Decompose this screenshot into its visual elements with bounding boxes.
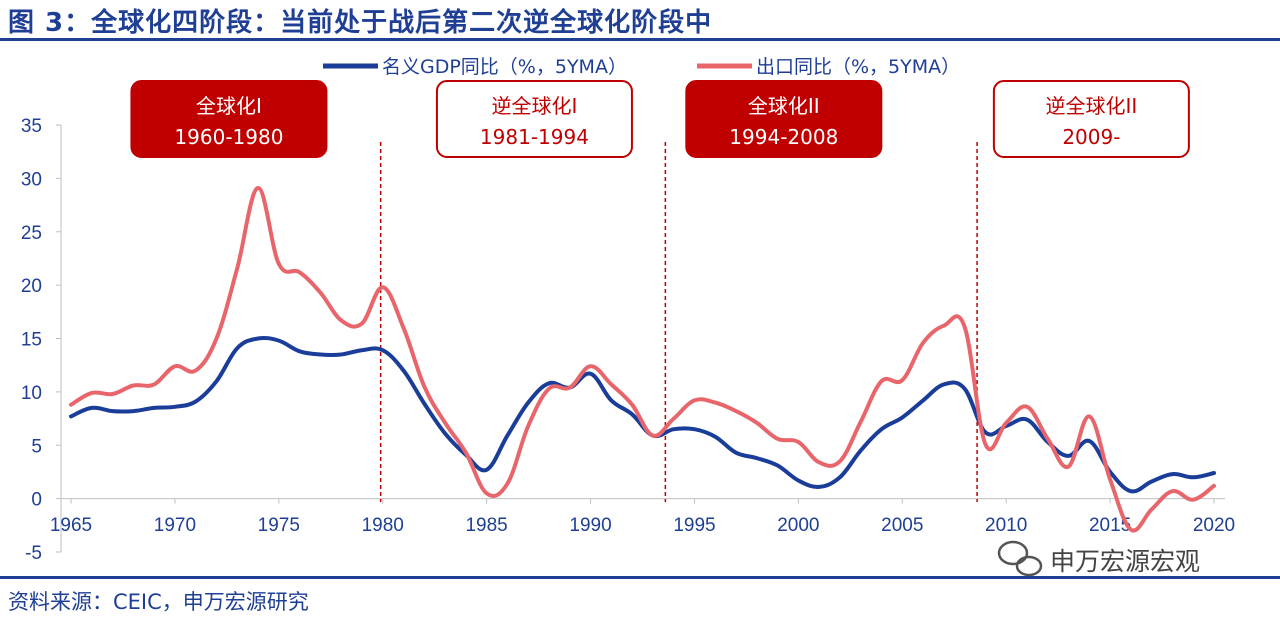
x-tick-label: 2010: [985, 515, 1027, 536]
phase-years: 1981-1994: [480, 125, 589, 149]
gdp-series-line: [69, 335, 1216, 494]
watermark: 申万宏源宏观: [997, 540, 1200, 577]
phase-name: 逆全球化I: [491, 94, 577, 118]
source-note: 资料来源：CEIC，申万宏源研究: [8, 590, 309, 614]
x-tick-label: 1975: [258, 515, 300, 536]
x-tick-label: 2020: [1193, 515, 1235, 536]
x-tick-label: 1985: [465, 515, 507, 536]
phase-box: 全球化II 1994-2008: [685, 80, 883, 158]
chart-axes: -5 0 5 10 15 20 25 30 35 1965 1970 1975 1980 1985 1990…: [21, 116, 1235, 564]
x-tick-label: 2000: [777, 515, 819, 536]
y-tick-label: 10: [21, 383, 42, 404]
wechat-icon: [997, 540, 1043, 577]
wechat-bubble-large: [997, 540, 1029, 566]
x-tick-label: 1980: [362, 515, 404, 536]
phase-box: 逆全球化II 2009-: [992, 80, 1190, 158]
phase-years: 1960-1980: [174, 125, 283, 149]
phase-box: 逆全球化I 1981-1994: [435, 80, 633, 158]
x-tick-label: 2005: [881, 515, 923, 536]
x-tick-label: 1965: [50, 515, 92, 536]
top-rule: [0, 38, 1280, 41]
phase-labels: 全球化I 1960-1980 逆全球化I 1981-1994 全球化II 1994-200…: [130, 80, 1190, 158]
phase-years: 2009-: [1062, 125, 1120, 149]
watermark-text: 申万宏源宏观: [1050, 547, 1200, 576]
legend-label: 出口同比（%，5YMA）: [756, 56, 960, 78]
x-tick-label: 1970: [154, 515, 196, 536]
phase-box-bg: [130, 80, 328, 158]
phase-box-bg: [435, 80, 633, 158]
legend: 名义GDP同比（%，5YMA） 出口同比（%，5YMA）: [323, 56, 960, 78]
x-tick-label: 1990: [569, 515, 611, 536]
phase-box-bg: [685, 80, 883, 158]
phase-box-bg: [992, 80, 1190, 158]
phase-name: 全球化I: [196, 94, 262, 118]
phase-dividers: [379, 142, 978, 502]
phase-years: 1994-2008: [729, 125, 838, 149]
y-tick-label: -5: [25, 543, 42, 564]
y-tick-label: 30: [21, 169, 42, 190]
x-tick-label: 1995: [673, 515, 715, 536]
legend-label: 名义GDP同比（%，5YMA）: [382, 56, 627, 78]
phase-name: 逆全球化II: [1045, 94, 1137, 118]
phase-name: 全球化II: [748, 94, 820, 118]
bottom-rule: [0, 576, 1280, 579]
export-series-line: [69, 185, 1216, 533]
series-lines: [69, 185, 1216, 533]
phase-box: 全球化I 1960-1980: [130, 80, 328, 158]
x-tick-label: 2015: [1089, 515, 1131, 536]
figure-title: 图 3：全球化四阶段：当前处于战后第二次逆全球化阶段中: [8, 8, 713, 38]
y-tick-label: 5: [31, 436, 42, 457]
y-tick-label: 15: [21, 330, 42, 351]
y-tick-label: 25: [21, 223, 42, 244]
y-tick-label: 0: [31, 490, 42, 511]
y-tick-label: 35: [21, 116, 42, 137]
wechat-bubble-small: [1015, 555, 1043, 577]
y-tick-label: 20: [21, 276, 42, 297]
